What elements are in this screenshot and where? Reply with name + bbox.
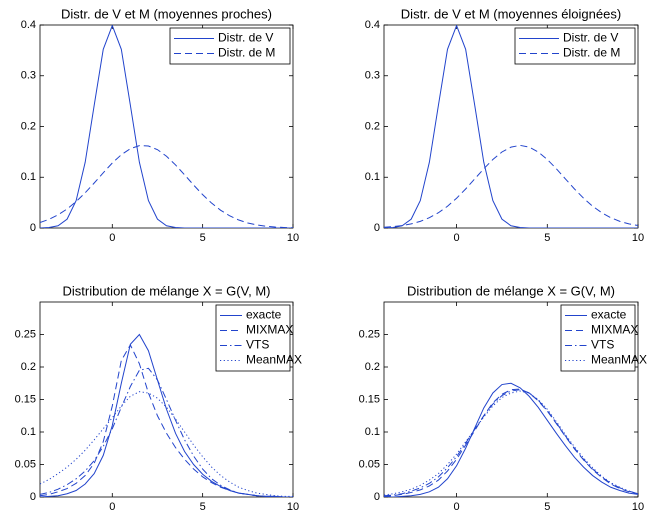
y-tick-label: 0.2 — [21, 361, 36, 373]
y-tick-label: 0.1 — [21, 426, 36, 438]
x-tick-label: 5 — [544, 501, 550, 513]
y-tick-label: 0.05 — [359, 458, 380, 470]
chart-title: Distr. de V et M (moyennes proches) — [61, 6, 272, 21]
x-tick-label: 0 — [109, 232, 115, 244]
legend-label: Distr. de M — [218, 46, 275, 60]
x-tick-label: 5 — [200, 501, 206, 513]
y-tick-label: 0.4 — [365, 19, 380, 31]
x-tick-label: 10 — [632, 232, 644, 244]
chart-title: Distribution de mélange X = G(V, M) — [407, 283, 615, 298]
legend-label: Distr. de M — [563, 46, 620, 60]
y-tick-label: 0.15 — [359, 393, 380, 405]
y-tick-label: 0.2 — [365, 361, 380, 373]
x-tick-label: 0 — [454, 501, 460, 513]
chart-title: Distr. de V et M (moyennes éloignées) — [401, 6, 621, 21]
x-tick-label: 0 — [109, 501, 115, 513]
legend-label: MIXMAX — [246, 323, 293, 337]
series-line — [40, 367, 293, 497]
legend-box — [169, 27, 291, 65]
series-line — [40, 333, 293, 497]
chart-title: Distribution de mélange X = G(V, M) — [63, 283, 271, 298]
legend-label: exacte — [591, 308, 627, 322]
y-tick-label: 0.1 — [365, 426, 380, 438]
y-tick-label: 0 — [30, 491, 36, 503]
legend-label: VTS — [591, 338, 614, 352]
series-line — [40, 391, 293, 497]
x-tick-label: 5 — [544, 232, 550, 244]
series-line — [384, 389, 638, 497]
y-tick-label: 0.15 — [15, 393, 36, 405]
legend-label: MIXMAX — [591, 323, 638, 337]
y-tick-label: 0.3 — [21, 70, 36, 82]
series-line — [384, 382, 638, 497]
subplot: Distribution de mélange X = G(V, M) 0 5 10 0… — [359, 283, 647, 512]
series-line — [384, 144, 638, 228]
y-tick-label: 0 — [374, 222, 380, 234]
legend-label: VTS — [246, 338, 269, 352]
legend-label: Distr. de V — [218, 31, 273, 45]
y-tick-label: 0.1 — [21, 171, 36, 183]
legend-label: MeanMAX — [246, 353, 302, 367]
subplot: Distr. de V et M (moyennes proches) 0 5 10 0… — [21, 6, 299, 243]
y-tick-label: 0.2 — [365, 120, 380, 132]
legend-box — [514, 27, 636, 65]
legend-label: MeanMAX — [591, 353, 647, 367]
y-tick-label: 0 — [374, 491, 380, 503]
subplot: Distr. de V et M (moyennes éloignées) 0 5 1… — [365, 6, 644, 243]
series-line — [40, 343, 293, 497]
legend-label: Distr. de V — [563, 31, 618, 45]
legend-label: exacte — [246, 308, 282, 322]
x-tick-label: 5 — [200, 232, 206, 244]
x-tick-label: 10 — [632, 501, 644, 513]
y-tick-label: 0 — [30, 222, 36, 234]
y-tick-label: 0.1 — [365, 171, 380, 183]
x-tick-label: 10 — [287, 501, 299, 513]
y-tick-label: 0.25 — [359, 328, 380, 340]
series-line — [40, 145, 293, 228]
series-line — [40, 25, 293, 228]
x-tick-label: 0 — [454, 232, 460, 244]
series-line — [384, 390, 638, 496]
subplot: Distribution de mélange X = G(V, M) 0 5 10 0… — [15, 283, 302, 512]
y-tick-label: 0.25 — [15, 328, 36, 340]
y-tick-label: 0.4 — [21, 19, 36, 31]
y-tick-label: 0.2 — [21, 120, 36, 132]
x-tick-label: 10 — [287, 232, 299, 244]
y-tick-label: 0.05 — [15, 458, 36, 470]
y-tick-label: 0.3 — [365, 70, 380, 82]
series-line — [384, 25, 638, 228]
